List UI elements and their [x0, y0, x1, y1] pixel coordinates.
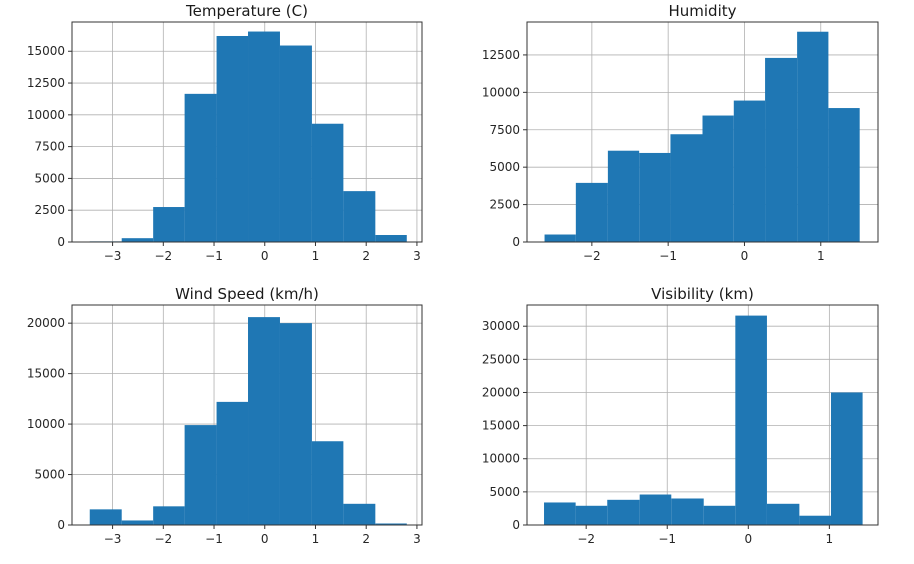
x-tick-label: 0	[741, 249, 749, 263]
histogram-bar	[184, 93, 217, 243]
histogram-bar	[671, 498, 704, 525]
chart-title: Wind Speed (km/h)	[175, 285, 319, 303]
wind-speed-histogram: −3 −2 −1 0 1 2 3 0 5000 10000 15000 20000 Wind Speed…	[27, 285, 423, 546]
histogram-bar	[216, 401, 249, 525]
histogram-bar	[343, 503, 376, 525]
histogram-bar	[575, 505, 608, 525]
y-tick-label: 5000	[34, 171, 65, 185]
histogram-bar	[733, 100, 766, 242]
histogram-bar	[279, 45, 312, 242]
y-tick-label: 5000	[489, 160, 520, 174]
histogram-bar	[311, 441, 344, 525]
histogram-bar	[607, 150, 640, 242]
x-tick-label: −1	[658, 532, 676, 546]
histogram-bar	[279, 323, 312, 525]
x-tick-label: −3	[104, 249, 122, 263]
x-tick-label: −1	[659, 249, 677, 263]
histogram-bar	[639, 152, 671, 242]
histogram-bar	[153, 207, 185, 242]
y-tick-label: 5000	[34, 468, 65, 482]
humidity-histogram: −2 −1 0 1 0 2500 5000 7500 10000 12500 Humidity	[482, 2, 879, 263]
y-tick-label: 20000	[482, 385, 520, 399]
y-tick-label: 0	[512, 518, 520, 532]
chart-title: Humidity	[668, 2, 736, 20]
histogram-bar	[702, 115, 734, 242]
x-tick-label: 2	[362, 249, 370, 263]
y-tick-label: 15000	[27, 44, 65, 58]
x-tick-label: 3	[413, 249, 421, 263]
axes-frame	[526, 304, 879, 526]
histogram-bar	[639, 494, 672, 525]
y-tick-label: 10000	[27, 417, 65, 431]
histogram-bar	[184, 425, 217, 525]
temperature-histogram: −3 −2 −1 0 1 2 3 0 2500 5000 7500 10000 12500 15000 Te…	[27, 2, 423, 263]
histogram-bar	[89, 509, 122, 525]
y-tick-label: 0	[512, 235, 520, 249]
y-tick-label: 25000	[482, 352, 520, 366]
y-tick-label: 10000	[27, 108, 65, 122]
chart-title: Visibility (km)	[651, 285, 754, 303]
histogram-bar	[766, 503, 800, 525]
y-tick-label: 20000	[27, 316, 65, 330]
y-tick-label: 2500	[34, 203, 65, 217]
axes-frame	[71, 21, 423, 243]
axes-frame	[526, 21, 879, 243]
histogram-bar	[765, 57, 798, 242]
histogram-bar	[375, 523, 407, 525]
histogram-bar	[311, 123, 344, 242]
y-tick-label: 12500	[482, 48, 520, 62]
x-tick-label: −2	[577, 532, 595, 546]
histogram-bar	[799, 515, 831, 525]
histogram-bar	[735, 315, 767, 525]
x-tick-label: 2	[362, 532, 370, 546]
histogram-bar	[828, 108, 860, 243]
histogram-bar	[343, 191, 376, 242]
histogram-bar	[797, 31, 829, 243]
histogram-bar	[121, 238, 154, 242]
y-tick-label: 2500	[489, 198, 520, 212]
chart-title: Temperature (C)	[185, 2, 308, 20]
histogram-bar	[544, 502, 576, 525]
histogram-bar	[670, 134, 703, 242]
visibility-histogram: −2 −1 0 1 0 5000 10000 15000 20000 25000 30000 Visi…	[482, 285, 879, 546]
x-tick-label: −3	[104, 532, 122, 546]
x-tick-label: 1	[312, 532, 320, 546]
x-tick-label: −1	[205, 249, 223, 263]
x-tick-label: 1	[826, 532, 834, 546]
y-tick-label: 0	[57, 235, 65, 249]
y-tick-label: 15000	[27, 367, 65, 381]
x-tick-label: −2	[154, 532, 172, 546]
histogram-bar	[607, 499, 640, 525]
x-tick-label: −2	[583, 249, 601, 263]
x-tick-label: 3	[413, 532, 421, 546]
y-tick-label: 7500	[489, 123, 520, 137]
x-tick-label: 0	[261, 532, 269, 546]
x-tick-label: −1	[205, 532, 223, 546]
histogram-bar	[153, 506, 185, 525]
histogram-bar	[830, 392, 863, 525]
histogram-bar	[544, 234, 576, 242]
histogram-bar	[248, 31, 280, 243]
x-tick-label: 1	[312, 249, 320, 263]
y-tick-label: 12500	[27, 76, 65, 90]
y-tick-label: 10000	[482, 85, 520, 99]
histogram-bar	[703, 505, 736, 525]
x-tick-label: 0	[744, 532, 752, 546]
x-tick-label: 0	[261, 249, 269, 263]
y-tick-label: 10000	[482, 452, 520, 466]
y-tick-label: 15000	[482, 419, 520, 433]
y-tick-label: 7500	[34, 140, 65, 154]
histogram-bar	[375, 235, 407, 242]
histogram-bar	[216, 35, 249, 243]
y-tick-label: 30000	[482, 319, 520, 333]
y-tick-label: 5000	[489, 485, 520, 499]
x-tick-label: 1	[817, 249, 825, 263]
histogram-bar	[575, 182, 608, 242]
x-tick-label: −2	[154, 249, 172, 263]
histogram-bar	[121, 520, 154, 525]
y-tick-label: 0	[57, 518, 65, 532]
histogram-bar	[248, 317, 280, 525]
axes-frame	[71, 304, 423, 526]
